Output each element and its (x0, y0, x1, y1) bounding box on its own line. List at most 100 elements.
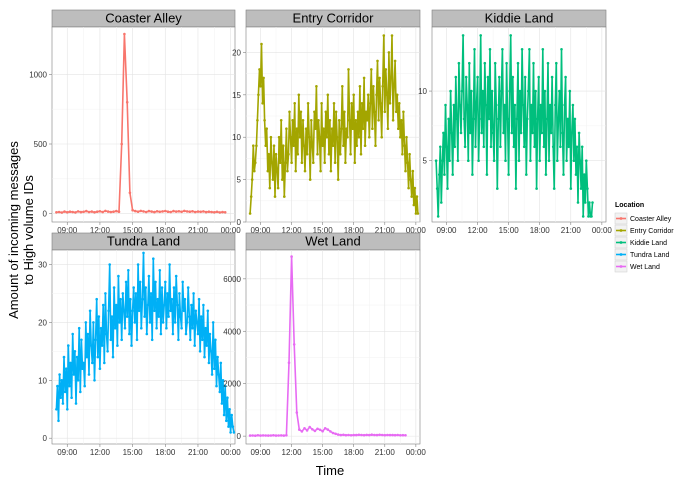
data-point (174, 210, 178, 213)
data-point (62, 355, 66, 359)
legend-key-point (619, 265, 623, 268)
data-point (352, 93, 356, 97)
panel-kiddie-land: Kiddie Land 5 10 09:00 12:00 15:00 18:00 21:00 0… (418, 9, 612, 235)
data-point (119, 297, 122, 301)
data-point (583, 173, 586, 176)
data-point (543, 89, 547, 93)
legend-label: Tundra Land (630, 252, 670, 259)
data-point (576, 201, 580, 204)
data-point (501, 48, 504, 51)
data-point (57, 210, 61, 214)
data-point (230, 413, 233, 417)
y-tick-label: 5 (423, 157, 428, 166)
data-point (500, 89, 503, 93)
data-point (148, 321, 152, 324)
data-point (282, 434, 286, 437)
data-point (539, 103, 543, 107)
data-point (134, 209, 137, 213)
data-point (207, 361, 211, 365)
data-point (141, 297, 144, 301)
data-point (398, 102, 401, 105)
data-point (364, 110, 368, 114)
data-point (173, 321, 177, 324)
legend-entry-wet-land: Wet Land (614, 260, 660, 273)
data-point (384, 68, 388, 71)
data-point (254, 161, 257, 164)
data-point (68, 210, 72, 213)
data-point (257, 93, 260, 97)
x-tick-label: 18:00 (344, 448, 365, 457)
y-tick-label: 20 (232, 48, 241, 57)
data-point (109, 338, 113, 342)
data-point (57, 419, 60, 423)
data-point (292, 144, 295, 147)
data-point (564, 75, 567, 79)
data-point (452, 103, 456, 107)
data-point (533, 145, 536, 149)
data-point (69, 361, 72, 365)
data-point (409, 178, 413, 181)
data-point (214, 338, 217, 342)
data-point (387, 51, 391, 54)
data-point (218, 390, 222, 394)
data-point (120, 142, 123, 146)
data-point (471, 173, 474, 176)
data-point (290, 255, 293, 258)
x-tick-label: 21:00 (188, 226, 209, 235)
data-point (407, 186, 410, 190)
data-point (324, 110, 328, 114)
data-point (560, 48, 563, 51)
data-point (306, 102, 310, 105)
y-tick-label: 15 (232, 91, 241, 100)
data-point (307, 135, 311, 139)
data-point (512, 145, 516, 149)
data-point (136, 210, 140, 213)
data-point (474, 145, 477, 149)
data-point (303, 169, 307, 173)
legend-label: Coaster Alley (630, 216, 672, 223)
series-line-tundra-land (55, 252, 235, 434)
data-point (100, 344, 104, 347)
data-point (397, 127, 400, 130)
data-point (89, 344, 93, 347)
data-point (509, 34, 512, 37)
data-point (155, 210, 159, 213)
x-tick-label: 18:00 (530, 226, 551, 235)
legend-label: Wet Land (630, 264, 660, 271)
data-point (101, 303, 105, 307)
data-point (316, 427, 319, 431)
data-point (60, 379, 64, 382)
data-point (120, 338, 123, 342)
data-point (400, 119, 403, 122)
data-point (210, 210, 213, 214)
data-point (357, 135, 361, 139)
data-point (316, 152, 319, 156)
data-point (183, 209, 186, 213)
data-point (195, 321, 199, 324)
data-point (318, 135, 321, 139)
data-point (414, 212, 418, 215)
data-point (394, 110, 398, 114)
data-point (189, 338, 192, 342)
data-point (381, 85, 385, 88)
data-point (221, 210, 224, 214)
data-point (463, 145, 467, 149)
data-point (109, 210, 113, 214)
data-point (284, 161, 287, 164)
data-point (391, 433, 394, 437)
data-point (300, 430, 304, 433)
legend-entry-coaster-alley: Coaster Alley (614, 212, 672, 225)
data-point (504, 159, 507, 162)
data-point (548, 103, 552, 107)
data-point (525, 173, 528, 176)
panel-title: Kiddie Land (485, 11, 554, 26)
data-point (570, 131, 574, 135)
data-point (227, 425, 230, 428)
data-point (128, 191, 132, 195)
data-point (288, 110, 291, 114)
data-point (585, 159, 588, 162)
data-point (346, 135, 349, 139)
data-point (535, 187, 538, 190)
data-point (262, 76, 265, 80)
data-point (481, 89, 485, 93)
